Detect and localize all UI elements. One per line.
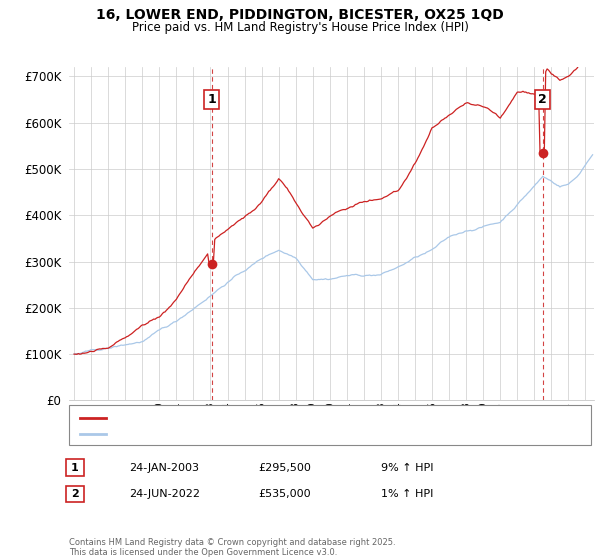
- Text: 9% ↑ HPI: 9% ↑ HPI: [381, 463, 433, 473]
- Text: 1% ↑ HPI: 1% ↑ HPI: [381, 489, 433, 499]
- Text: Price paid vs. HM Land Registry's House Price Index (HPI): Price paid vs. HM Land Registry's House …: [131, 21, 469, 34]
- Text: 2: 2: [71, 489, 79, 499]
- Text: 1: 1: [71, 463, 79, 473]
- Text: Contains HM Land Registry data © Crown copyright and database right 2025.
This d: Contains HM Land Registry data © Crown c…: [69, 538, 395, 557]
- Text: 1: 1: [207, 92, 216, 106]
- Text: £535,000: £535,000: [258, 489, 311, 499]
- Text: 16, LOWER END, PIDDINGTON, BICESTER, OX25 1QD: 16, LOWER END, PIDDINGTON, BICESTER, OX2…: [96, 8, 504, 22]
- Text: 24-JAN-2003: 24-JAN-2003: [129, 463, 199, 473]
- Text: 2: 2: [538, 92, 547, 106]
- Text: HPI: Average price, detached house, Cherwell: HPI: Average price, detached house, Cher…: [112, 429, 350, 439]
- Text: £295,500: £295,500: [258, 463, 311, 473]
- Text: 16, LOWER END, PIDDINGTON, BICESTER, OX25 1QD (detached house): 16, LOWER END, PIDDINGTON, BICESTER, OX2…: [112, 413, 481, 423]
- Text: 24-JUN-2022: 24-JUN-2022: [129, 489, 200, 499]
